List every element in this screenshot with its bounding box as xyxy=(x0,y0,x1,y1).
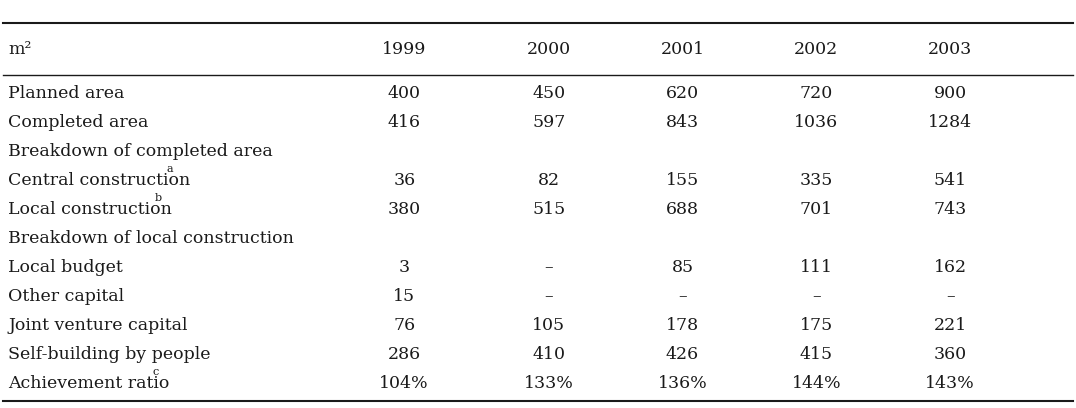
Text: 701: 701 xyxy=(799,201,833,218)
Text: 426: 426 xyxy=(666,346,699,363)
Text: 360: 360 xyxy=(934,346,966,363)
Text: b: b xyxy=(155,193,161,203)
Text: –: – xyxy=(678,288,686,305)
Text: –: – xyxy=(544,288,553,305)
Text: 720: 720 xyxy=(799,85,833,102)
Text: 76: 76 xyxy=(393,317,415,334)
Text: 175: 175 xyxy=(799,317,833,334)
Text: 2003: 2003 xyxy=(928,40,973,58)
Text: 2000: 2000 xyxy=(526,40,570,58)
Text: 515: 515 xyxy=(532,201,565,218)
Text: 1036: 1036 xyxy=(794,114,838,131)
Text: 162: 162 xyxy=(934,259,966,276)
Text: 143%: 143% xyxy=(925,375,975,392)
Text: Achievement ratio: Achievement ratio xyxy=(9,375,170,392)
Text: c: c xyxy=(153,367,159,377)
Text: 133%: 133% xyxy=(524,375,574,392)
Text: 136%: 136% xyxy=(657,375,707,392)
Text: Joint venture capital: Joint venture capital xyxy=(9,317,187,334)
Text: 743: 743 xyxy=(934,201,966,218)
Text: Planned area: Planned area xyxy=(9,85,125,102)
Text: 843: 843 xyxy=(666,114,699,131)
Text: Central construction: Central construction xyxy=(9,172,190,189)
Text: a: a xyxy=(167,164,173,174)
Text: Breakdown of completed area: Breakdown of completed area xyxy=(9,143,273,160)
Text: 2001: 2001 xyxy=(661,40,705,58)
Text: 221: 221 xyxy=(934,317,966,334)
Text: 620: 620 xyxy=(666,85,699,102)
Text: Other capital: Other capital xyxy=(9,288,124,305)
Text: Self-building by people: Self-building by people xyxy=(9,346,211,363)
Text: 3: 3 xyxy=(398,259,410,276)
Text: 286: 286 xyxy=(387,346,421,363)
Text: 900: 900 xyxy=(934,85,966,102)
Text: 155: 155 xyxy=(666,172,699,189)
Text: 688: 688 xyxy=(666,201,699,218)
Text: –: – xyxy=(946,288,954,305)
Text: 1999: 1999 xyxy=(382,40,426,58)
Text: Local budget: Local budget xyxy=(9,259,123,276)
Text: 178: 178 xyxy=(666,317,699,334)
Text: 380: 380 xyxy=(387,201,421,218)
Text: 105: 105 xyxy=(533,317,565,334)
Text: 541: 541 xyxy=(934,172,966,189)
Text: 85: 85 xyxy=(671,259,694,276)
Text: 15: 15 xyxy=(393,288,415,305)
Text: 400: 400 xyxy=(387,85,421,102)
Text: –: – xyxy=(812,288,821,305)
Text: 450: 450 xyxy=(533,85,565,102)
Text: 597: 597 xyxy=(532,114,565,131)
Text: 104%: 104% xyxy=(380,375,429,392)
Text: Breakdown of local construction: Breakdown of local construction xyxy=(9,230,294,247)
Text: –: – xyxy=(544,259,553,276)
Text: 36: 36 xyxy=(393,172,415,189)
Text: 1284: 1284 xyxy=(929,114,973,131)
Text: Local construction: Local construction xyxy=(9,201,172,218)
Text: 111: 111 xyxy=(799,259,833,276)
Text: 335: 335 xyxy=(799,172,833,189)
Text: 82: 82 xyxy=(538,172,560,189)
Text: m²: m² xyxy=(9,40,31,58)
Text: Completed area: Completed area xyxy=(9,114,148,131)
Text: 415: 415 xyxy=(799,346,833,363)
Text: 410: 410 xyxy=(533,346,565,363)
Text: 416: 416 xyxy=(387,114,421,131)
Text: 2002: 2002 xyxy=(794,40,838,58)
Text: 144%: 144% xyxy=(792,375,841,392)
